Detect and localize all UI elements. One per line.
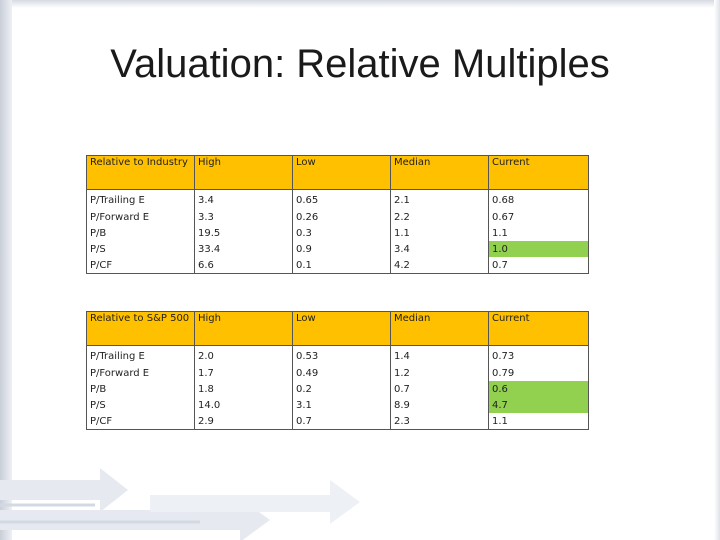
- table-cell: 0.3: [292, 225, 391, 241]
- table-row: P/B 19.5 0.3 1.1 1.1: [86, 225, 589, 241]
- highlighted-cell: 0.6: [488, 381, 589, 397]
- metric-label: P/S: [86, 397, 195, 413]
- header-cell: Median: [390, 311, 489, 346]
- metric-label: P/Trailing E: [86, 345, 195, 365]
- metric-label: P/Forward E: [86, 209, 195, 225]
- header-cell: Low: [292, 155, 391, 190]
- metric-label: P/B: [86, 381, 195, 397]
- metric-label: P/Trailing E: [86, 189, 195, 209]
- slide-title: Valuation: Relative Multiples: [110, 42, 610, 86]
- table-cell: 0.26: [292, 209, 391, 225]
- table-cell: 19.5: [194, 225, 293, 241]
- table-cell: 3.3: [194, 209, 293, 225]
- metric-label: P/Forward E: [86, 365, 195, 381]
- table-cell: 1.7: [194, 365, 293, 381]
- table-cell: 1.1: [390, 225, 489, 241]
- table-row: P/Trailing E 3.4 0.65 2.1 0.68: [86, 189, 589, 209]
- table-cell: 0.53: [292, 345, 391, 365]
- table-cell: 2.3: [390, 413, 489, 430]
- table-cell: 2.0: [194, 345, 293, 365]
- metric-label: P/S: [86, 241, 195, 257]
- arrow-shape: [0, 468, 128, 512]
- slide-frame-left: [0, 0, 12, 540]
- decorative-arrows: [0, 468, 360, 540]
- header-cell: Median: [390, 155, 489, 190]
- table-cell: 33.4: [194, 241, 293, 257]
- arrow-shape: [150, 480, 360, 524]
- table-header-row: Relative to Industry High Low Median Cur…: [86, 155, 589, 190]
- header-cell: Current: [488, 155, 589, 190]
- arrow-shape: [0, 498, 270, 540]
- header-cell: Low: [292, 311, 391, 346]
- header-cell: Relative to S&P 500: [86, 311, 195, 346]
- table-cell: 1.4: [390, 345, 489, 365]
- highlighted-cell: 4.7: [488, 397, 589, 413]
- table-cell: 0.67: [488, 209, 589, 225]
- metric-label: P/CF: [86, 257, 195, 274]
- slide-frame-right: [714, 0, 720, 540]
- metric-label: P/CF: [86, 413, 195, 430]
- table-cell: 8.9: [390, 397, 489, 413]
- table-row: P/B 1.8 0.2 0.7 0.6: [86, 381, 589, 397]
- table-cell: 1.1: [488, 225, 589, 241]
- highlighted-cell: 1.0: [488, 241, 589, 257]
- table-row: P/Forward E 3.3 0.26 2.2 0.67: [86, 209, 589, 225]
- table-row: P/Forward E 1.7 0.49 1.2 0.79: [86, 365, 589, 381]
- table-cell: 3.4: [194, 189, 293, 209]
- table-cell: 3.1: [292, 397, 391, 413]
- table-cell: 0.1: [292, 257, 391, 274]
- header-cell: Current: [488, 311, 589, 346]
- table-cell: 2.1: [390, 189, 489, 209]
- table-cell: 0.7: [390, 381, 489, 397]
- table-cell: 1.1: [488, 413, 589, 430]
- table-cell: 2.2: [390, 209, 489, 225]
- table-cell: 0.65: [292, 189, 391, 209]
- table-row: P/CF 2.9 0.7 2.3 1.1: [86, 413, 589, 430]
- slide-frame-top: [0, 0, 720, 8]
- table-cell: 0.49: [292, 365, 391, 381]
- table-cell: 0.7: [488, 257, 589, 274]
- header-cell: High: [194, 311, 293, 346]
- table-row: P/CF 6.6 0.1 4.2 0.7: [86, 257, 589, 274]
- sp500-multiples-table: Relative to S&P 500 High Low Median Curr…: [86, 311, 589, 430]
- table-row: P/Trailing E 2.0 0.53 1.4 0.73: [86, 345, 589, 365]
- table-header-row: Relative to S&P 500 High Low Median Curr…: [86, 311, 589, 346]
- table-cell: 0.79: [488, 365, 589, 381]
- table-cell: 0.9: [292, 241, 391, 257]
- table-row: P/S 14.0 3.1 8.9 4.7: [86, 397, 589, 413]
- table-cell: 3.4: [390, 241, 489, 257]
- table-cell: 0.73: [488, 345, 589, 365]
- table-cell: 0.2: [292, 381, 391, 397]
- header-cell: Relative to Industry: [86, 155, 195, 190]
- table-cell: 1.8: [194, 381, 293, 397]
- table-cell: 2.9: [194, 413, 293, 430]
- table-cell: 0.68: [488, 189, 589, 209]
- header-cell: High: [194, 155, 293, 190]
- metric-label: P/B: [86, 225, 195, 241]
- table-row: P/S 33.4 0.9 3.4 1.0: [86, 241, 589, 257]
- table-cell: 6.6: [194, 257, 293, 274]
- table-cell: 14.0: [194, 397, 293, 413]
- table-cell: 4.2: [390, 257, 489, 274]
- table-cell: 1.2: [390, 365, 489, 381]
- industry-multiples-table: Relative to Industry High Low Median Cur…: [86, 155, 589, 274]
- table-cell: 0.7: [292, 413, 391, 430]
